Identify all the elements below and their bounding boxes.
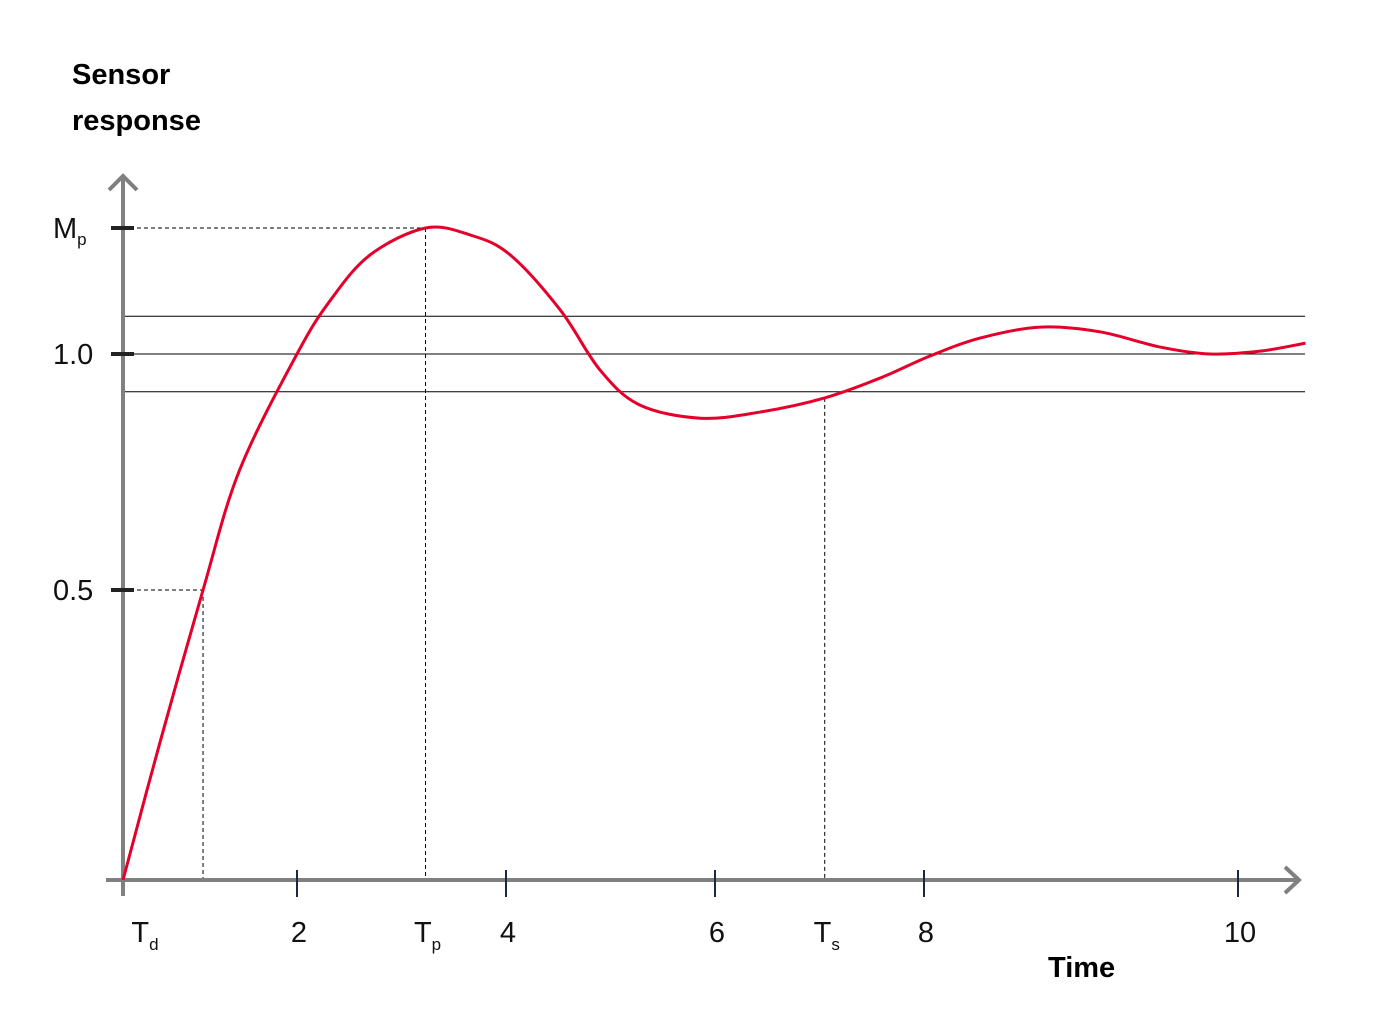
y-axis-arrow-icon xyxy=(107,173,139,192)
x-axis-arrow-icon xyxy=(1283,865,1302,895)
x-tick-label: 8 xyxy=(918,917,934,949)
x-tick-label: 4 xyxy=(500,917,516,949)
y-tick-label: 1.0 xyxy=(53,339,93,371)
x-tick-label: Td xyxy=(131,917,158,954)
response-curve xyxy=(121,225,1306,881)
x-tick-label: 10 xyxy=(1224,917,1256,949)
y-axis-label: Sensor response xyxy=(72,59,201,137)
y-tick-label: 0.5 xyxy=(53,575,93,607)
y-tick-label: Mp xyxy=(53,213,87,249)
x-tick-label: 6 xyxy=(709,917,725,949)
x-tick-label: 2 xyxy=(291,917,307,949)
x-tick-label: Tp xyxy=(414,917,441,954)
x-axis-label: Time xyxy=(1048,952,1116,984)
x-tick-label: Ts xyxy=(814,917,840,954)
